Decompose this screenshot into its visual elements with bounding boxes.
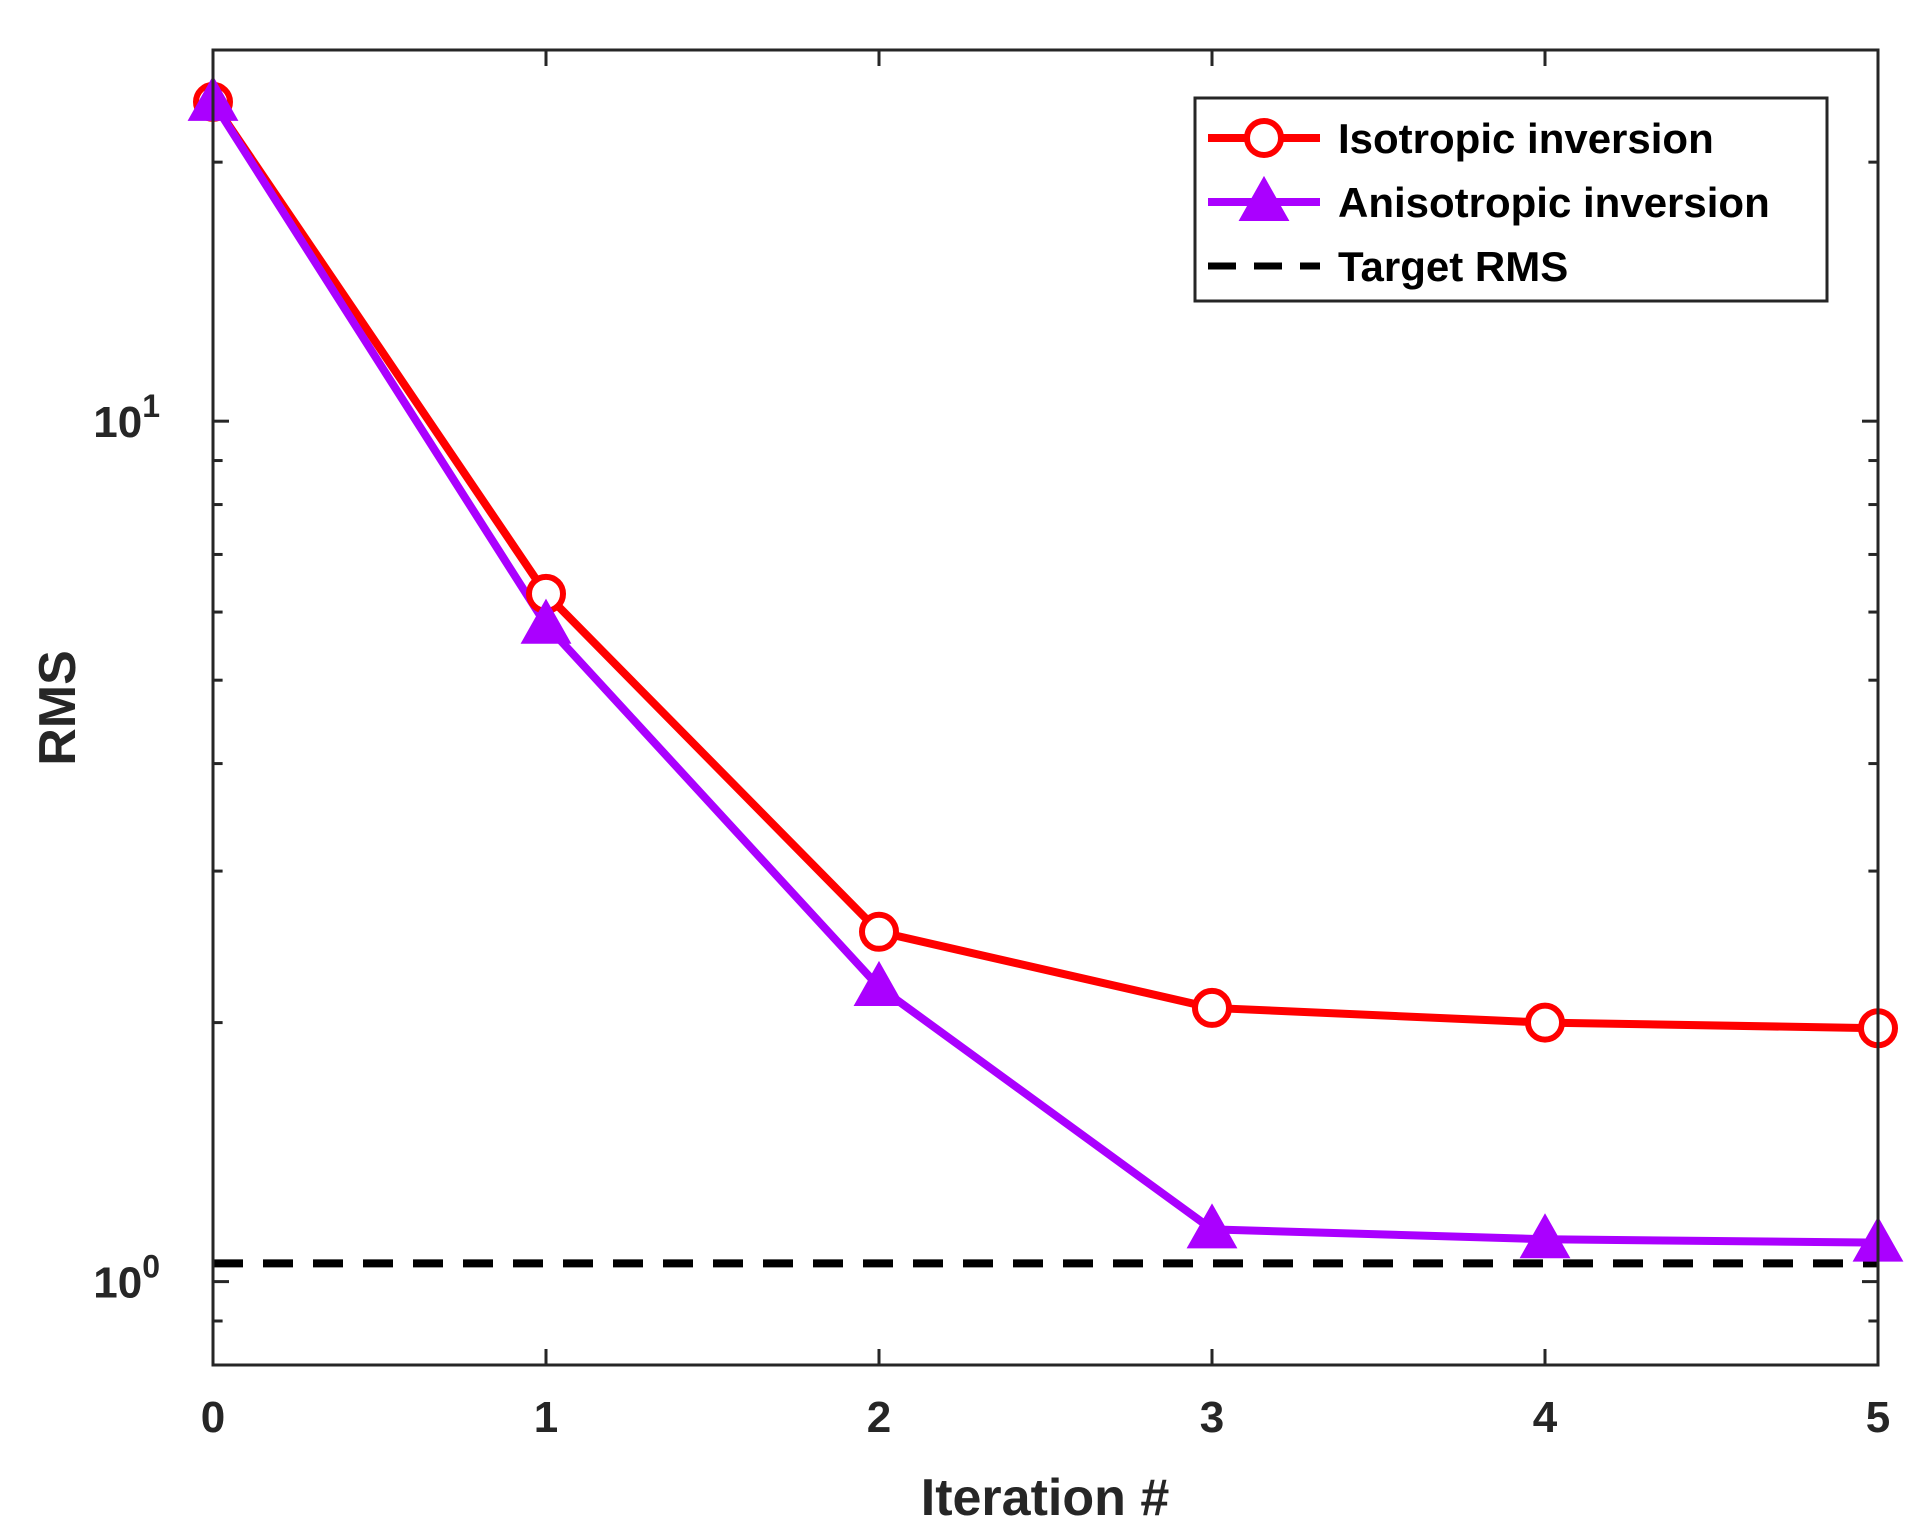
x-axis-label: Iteration #: [921, 1469, 1170, 1527]
legend-marker-isotropic: [1244, 118, 1284, 158]
plot-frame: [211, 48, 1880, 1367]
legend: Isotropic inversion Anisotropic inversio…: [1193, 96, 1829, 303]
series-line-isotropic: [209, 99, 1879, 1033]
legend-label-isotropic: Isotropic inversion: [1338, 115, 1714, 162]
x-tick-label: 0: [201, 1393, 225, 1442]
y-tick-label: 100: [93, 1249, 160, 1308]
x-tick-label: 2: [867, 1393, 891, 1442]
y-axis-label: RMS: [29, 650, 87, 766]
x-tick-label: 5: [1866, 1393, 1890, 1442]
tick-labels: 0 1 2 3 4 5 100 101: [93, 388, 1890, 1442]
data-point-anisotropic: [853, 960, 905, 1006]
legend-label-target: Target RMS: [1338, 243, 1568, 290]
x-tick-label: 3: [1200, 1393, 1224, 1442]
y-tick-label: 101: [93, 388, 160, 447]
legend-marker-anisotropic: [1238, 175, 1290, 221]
data-point-isotropic: [859, 911, 899, 952]
data-point-anisotropic: [1519, 1213, 1571, 1259]
x-tick-label: 4: [1533, 1393, 1558, 1442]
data-point-isotropic: [1525, 1002, 1565, 1043]
x-tick-label: 1: [534, 1393, 558, 1442]
data-point-anisotropic: [520, 598, 572, 644]
series-line-anisotropic: [209, 99, 1879, 1247]
data-point-anisotropic: [1186, 1203, 1238, 1249]
legend-label-anisotropic: Anisotropic inversion: [1338, 179, 1770, 226]
data-point-isotropic: [1192, 987, 1232, 1028]
